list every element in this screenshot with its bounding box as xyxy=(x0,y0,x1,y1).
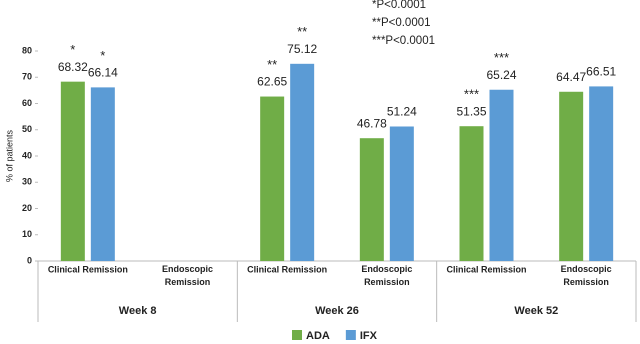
value-label: 46.78 xyxy=(357,116,387,130)
y-tick-label: 30 xyxy=(22,177,32,187)
group-label: Week 26 xyxy=(315,305,359,317)
legend-label: IFX xyxy=(360,330,378,342)
y-tick-label: 10 xyxy=(22,229,32,239)
value-label: 66.14 xyxy=(88,66,118,80)
y-tick-label: 0 xyxy=(27,255,32,265)
value-label: 66.51 xyxy=(586,65,616,79)
p-value-note: ***P<0.0001 xyxy=(372,35,435,47)
value-label: 68.32 xyxy=(58,60,88,74)
p-value-note: **P<0.0001 xyxy=(372,17,431,29)
value-label: 51.24 xyxy=(387,105,417,119)
significance-marker: * xyxy=(70,42,75,57)
value-label: 51.35 xyxy=(456,104,486,118)
value-label: 75.12 xyxy=(287,42,317,56)
bar xyxy=(290,63,315,262)
bar xyxy=(459,126,484,261)
x-tick-label: Clinical Remission xyxy=(446,264,526,274)
group-label: Week 52 xyxy=(514,305,558,317)
p-value-note: *P<0.0001 xyxy=(372,0,426,11)
y-tick-label: 40 xyxy=(22,150,32,160)
legend-swatch xyxy=(292,330,302,340)
bar xyxy=(559,91,584,261)
x-tick-label: Endoscopic Remission xyxy=(361,264,412,287)
x-tick-label: Endoscopic Remission xyxy=(162,264,213,287)
y-tick-label: 70 xyxy=(22,72,32,82)
y-axis-label: % of patients xyxy=(4,129,14,182)
value-label: 62.65 xyxy=(257,75,287,89)
value-label: 65.24 xyxy=(486,68,516,82)
y-tick-label: 50 xyxy=(22,124,32,134)
bar xyxy=(260,96,285,261)
significance-marker: ** xyxy=(297,24,307,39)
x-tick-label: Clinical Remission xyxy=(247,264,327,274)
significance-marker: * xyxy=(100,48,105,63)
significance-marker: ** xyxy=(267,57,277,72)
bar xyxy=(90,87,115,261)
bar xyxy=(489,89,514,262)
legend-swatch xyxy=(345,330,356,340)
bar xyxy=(389,126,414,262)
x-tick-label: Endoscopic Remission xyxy=(561,264,612,287)
bar xyxy=(359,138,384,261)
significance-marker: *** xyxy=(494,50,509,65)
value-label: 64.47 xyxy=(556,70,586,84)
significance-marker: *** xyxy=(464,87,479,102)
x-tick-label: Clinical Remission xyxy=(48,264,128,274)
y-tick-label: 80 xyxy=(22,45,32,55)
bar xyxy=(60,81,85,261)
y-tick-label: 60 xyxy=(22,98,32,108)
legend-label: ADA xyxy=(306,330,330,342)
bar xyxy=(589,86,614,261)
y-tick-label: 20 xyxy=(22,203,32,213)
group-label: Week 8 xyxy=(119,305,157,317)
